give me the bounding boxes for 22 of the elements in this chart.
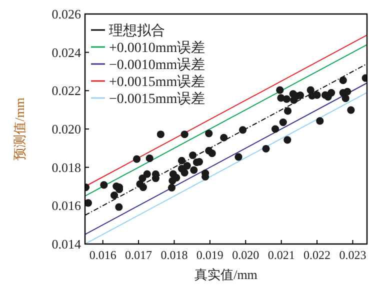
legend-label: 理想拟合 [109, 23, 165, 39]
y-tick-label: 0.026 [52, 6, 82, 22]
x-tick-label: 0.018 [160, 248, 188, 262]
x-tick-label: 0.021 [268, 248, 295, 262]
y-tick-label: 0.018 [52, 160, 81, 175]
y-tick-label: 0.014 [52, 236, 82, 252]
legend-label: −0.0015mm误差 [109, 91, 206, 107]
y-axis-title: 预测值/mm [12, 98, 27, 160]
y-tick-label: 0.024 [52, 44, 82, 60]
x-tick-label: 0.022 [304, 248, 331, 262]
x-tick-label: 0.020 [232, 248, 260, 262]
legend-label: −0.0010mm误差 [109, 57, 206, 73]
x-tick-label: 0.023 [339, 248, 366, 262]
y-tick-label: 0.022 [52, 83, 81, 98]
x-tick-label: 0.019 [196, 248, 224, 262]
x-axis-title: 真实值/mm [194, 267, 258, 282]
y-tick-label: 0.016 [52, 198, 82, 214]
x-tick-label: 0.017 [125, 248, 152, 262]
legend-label: +0.0015mm误差 [109, 74, 206, 90]
x-tick-label: 0.016 [89, 248, 116, 262]
legend-label: +0.0010mm误差 [109, 40, 206, 56]
y-tick-label: 0.020 [52, 122, 81, 136]
